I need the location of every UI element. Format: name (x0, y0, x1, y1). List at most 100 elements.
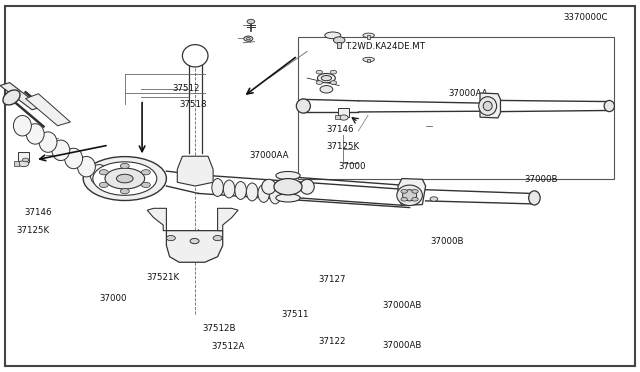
Circle shape (166, 235, 175, 241)
Circle shape (213, 235, 222, 241)
Text: 37511: 37511 (282, 310, 309, 319)
Text: 37122: 37122 (319, 337, 346, 346)
Ellipse shape (65, 148, 83, 169)
Ellipse shape (116, 174, 133, 183)
Bar (337, 42, 341, 48)
Polygon shape (480, 93, 500, 118)
Text: 37125K: 37125K (326, 142, 360, 151)
Bar (335, 115, 340, 119)
Ellipse shape (397, 185, 422, 205)
Ellipse shape (262, 179, 276, 194)
Ellipse shape (276, 194, 300, 202)
Circle shape (274, 179, 302, 195)
Circle shape (120, 189, 129, 194)
Text: 37000AB: 37000AB (383, 301, 422, 310)
Ellipse shape (529, 191, 540, 205)
Polygon shape (0, 83, 42, 110)
Text: 37521K: 37521K (146, 273, 179, 282)
Ellipse shape (363, 57, 374, 62)
Polygon shape (398, 179, 426, 205)
Circle shape (401, 198, 408, 201)
Circle shape (246, 38, 250, 40)
Ellipse shape (483, 102, 492, 111)
Ellipse shape (363, 33, 374, 38)
Polygon shape (177, 156, 213, 186)
Circle shape (141, 170, 150, 175)
Bar (367, 35, 370, 39)
Circle shape (99, 170, 108, 175)
Polygon shape (26, 94, 70, 126)
Ellipse shape (52, 140, 70, 161)
Text: 37146: 37146 (326, 125, 354, 134)
Ellipse shape (604, 100, 614, 112)
Circle shape (412, 198, 418, 201)
Circle shape (330, 81, 337, 84)
Bar (18, 152, 29, 162)
Ellipse shape (479, 97, 497, 115)
Text: 37000AA: 37000AA (250, 151, 289, 160)
Ellipse shape (269, 186, 281, 204)
Ellipse shape (90, 165, 108, 185)
Ellipse shape (276, 171, 300, 180)
Ellipse shape (223, 180, 235, 198)
Polygon shape (166, 231, 223, 262)
Ellipse shape (182, 45, 208, 67)
Circle shape (190, 238, 199, 244)
Circle shape (316, 70, 323, 74)
Bar (14, 161, 19, 166)
Text: 37000B: 37000B (525, 175, 558, 184)
Circle shape (316, 81, 323, 84)
Ellipse shape (77, 156, 95, 177)
Circle shape (244, 36, 253, 41)
Ellipse shape (321, 76, 332, 81)
Ellipse shape (403, 190, 417, 201)
Circle shape (320, 86, 333, 93)
Ellipse shape (296, 99, 310, 113)
Ellipse shape (300, 179, 314, 194)
Circle shape (99, 182, 108, 187)
Circle shape (333, 37, 345, 44)
Circle shape (141, 182, 150, 187)
Circle shape (120, 163, 129, 169)
Text: 37146: 37146 (24, 208, 52, 217)
Text: 37518: 37518 (179, 100, 207, 109)
Text: 37125K: 37125K (16, 226, 49, 235)
Ellipse shape (212, 179, 223, 196)
Ellipse shape (258, 185, 269, 202)
Ellipse shape (3, 90, 20, 105)
Text: 37000: 37000 (99, 294, 127, 303)
Circle shape (19, 161, 29, 167)
Bar (367, 59, 370, 62)
Ellipse shape (39, 132, 57, 153)
Ellipse shape (325, 32, 341, 39)
Ellipse shape (13, 115, 31, 136)
Circle shape (412, 189, 418, 193)
Circle shape (430, 197, 438, 201)
Text: 37000B: 37000B (430, 237, 463, 246)
Text: 3370000C: 3370000C (563, 13, 608, 22)
Polygon shape (147, 208, 166, 231)
Text: 37127: 37127 (319, 275, 346, 284)
Circle shape (401, 189, 408, 193)
Ellipse shape (26, 124, 44, 144)
Text: 37512A: 37512A (211, 342, 244, 351)
Ellipse shape (235, 182, 246, 199)
Bar (298, 37, 614, 179)
Text: 37000: 37000 (338, 162, 365, 171)
Text: T.2WD.KA24DE.MT: T.2WD.KA24DE.MT (346, 42, 426, 51)
Ellipse shape (93, 162, 157, 195)
Text: 37512: 37512 (173, 84, 200, 93)
Bar (338, 108, 349, 117)
Text: 37000AB: 37000AB (383, 341, 422, 350)
Circle shape (247, 19, 255, 24)
Ellipse shape (83, 157, 166, 201)
Text: 37000AA: 37000AA (448, 89, 488, 98)
Circle shape (22, 158, 29, 162)
Ellipse shape (246, 183, 258, 201)
Text: 37512B: 37512B (202, 324, 236, 333)
Circle shape (330, 70, 337, 74)
Circle shape (339, 115, 348, 120)
Polygon shape (218, 208, 238, 231)
Ellipse shape (105, 168, 145, 189)
Ellipse shape (317, 74, 335, 83)
